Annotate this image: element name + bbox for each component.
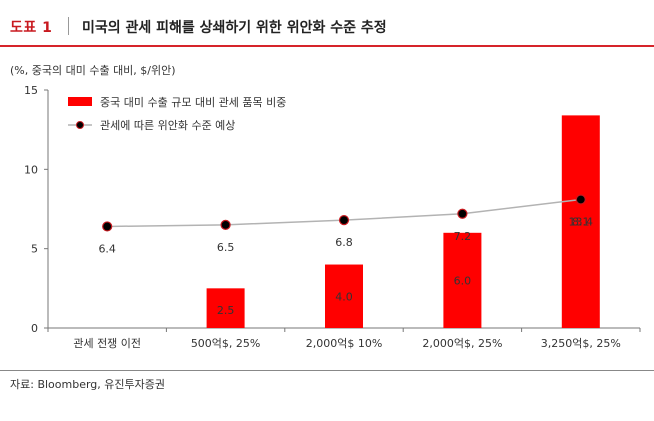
y-tick-label: 0: [31, 322, 38, 335]
line-point: [338, 215, 350, 226]
figure-label: 도표 1: [10, 20, 53, 36]
figure-title: 미국의 관세 피해를 상쇄하기 위한 위안화 수준 추정: [82, 20, 387, 36]
header-rule: [0, 45, 654, 47]
line-data-label: 7.2: [454, 230, 472, 243]
unit-label: (%, 중국의 대미 수출 대비, $/위안): [10, 64, 176, 77]
source-note: 자료: Bloomberg, 유진투자증권: [10, 378, 165, 391]
line-point: [457, 208, 468, 219]
line-data-label: 8.1: [572, 215, 590, 228]
line-point: [575, 194, 586, 205]
bar-series: [206, 115, 600, 329]
line-point: [220, 219, 231, 230]
x-tick-label: 관세 전쟁 이전: [73, 337, 141, 350]
bar: [325, 264, 363, 328]
footer-rule: [0, 370, 654, 371]
legend-label-bar: 중국 대미 수출 규모 대비 관세 품목 비중: [100, 96, 286, 109]
legend-swatch-marker: [76, 121, 84, 129]
bar-data-label: 6.0: [454, 274, 472, 287]
line-data-label: 6.5: [217, 241, 235, 254]
y-tick-label: 15: [24, 84, 38, 97]
figure-header: 도표 1 미국의 관세 피해를 상쇄하기 위한 위안화 수준 추정: [0, 0, 654, 46]
x-tick-label: 2,000억$ 10%: [306, 337, 383, 350]
x-tick-label: 2,000억$, 25%: [422, 337, 502, 350]
bar: [561, 115, 600, 329]
bar: [206, 288, 245, 328]
bar: [443, 232, 482, 328]
bar-data-label: 13.4: [569, 216, 594, 229]
y-tick-label: 10: [24, 163, 38, 176]
line-series: [102, 194, 586, 232]
line-point: [102, 221, 113, 232]
bar-data-label: 4.0: [335, 290, 353, 303]
chart: (%, 중국의 대미 수출 대비, $/위안) 0 5 10 15 관세 전쟁 이전 50…: [10, 64, 641, 350]
x-tick-label: 3,250억$, 25%: [541, 337, 621, 350]
data-labels: 2.5 4.0 6.0 13.4 6.4 6.5 6.8 7.2 8.1: [98, 215, 593, 317]
y-tick-label: 5: [31, 243, 38, 256]
line-data-label: 6.8: [335, 236, 353, 249]
legend-swatch-bar: [68, 97, 92, 106]
line-data-label: 6.4: [98, 242, 116, 255]
legend-label-line: 관세에 따른 위안화 수준 예상: [100, 119, 235, 132]
x-tick-label: 500억$, 25%: [191, 337, 261, 350]
header-divider: [68, 17, 69, 35]
bar-data-label: 2.5: [217, 304, 235, 317]
